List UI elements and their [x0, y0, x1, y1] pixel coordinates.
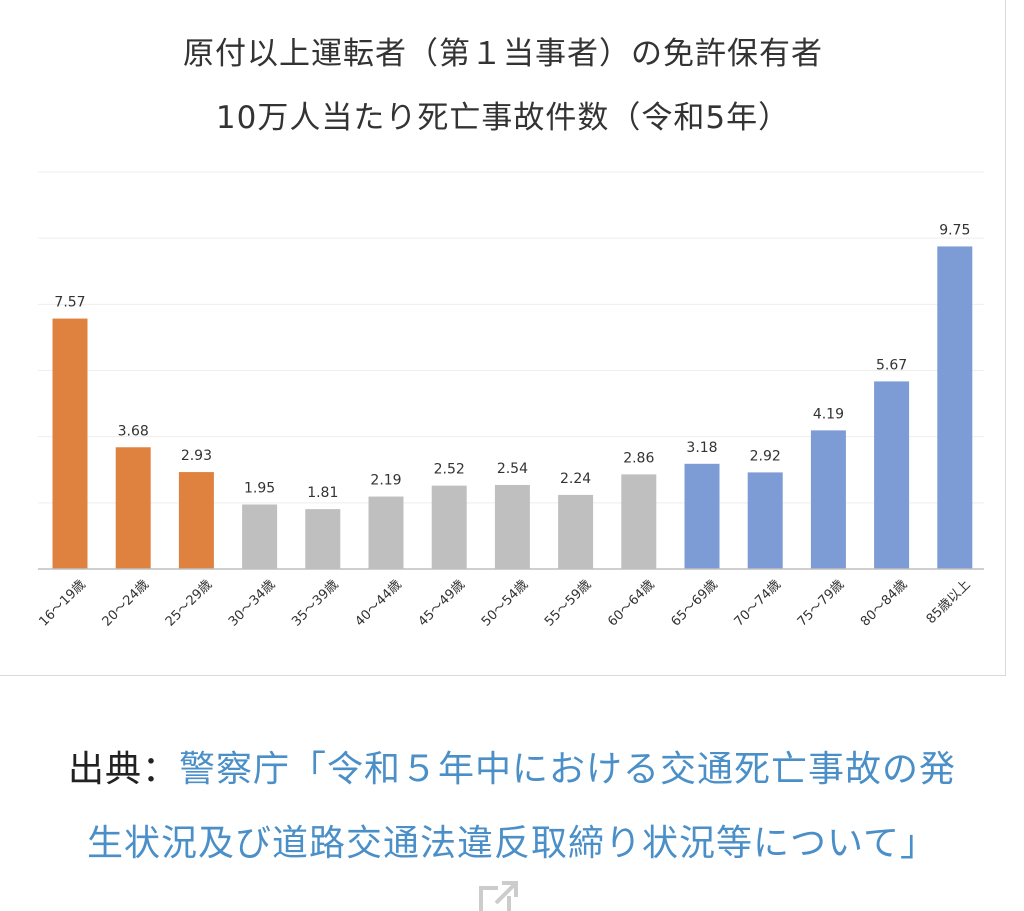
external-link-icon[interactable] [478, 878, 522, 911]
source-line-2: 生状況及び道路交通法違反取締り状況等について」 [0, 807, 1024, 881]
source-line-1: 出典：警察庁「令和５年中における交通死亡事故の発 [0, 733, 1024, 807]
data-label-3: 1.95 [244, 480, 275, 496]
bar-8 [558, 494, 594, 569]
data-labels: 7.57 3.68 2.93 1.95 1.81 2.19 2.52 2.54 2.24 2.86… [54, 222, 970, 501]
bar-6 [431, 485, 467, 569]
x-tick-label-7: 50～54歳 [479, 577, 531, 629]
x-tick-labels: 16～19歳 20～24歳 25～29歳 30～34歳 35～39歳 40～44歳 45～4… [36, 577, 973, 629]
bar-12 [810, 430, 846, 569]
x-tick-label-10: 65～69歳 [668, 577, 720, 629]
bar-5 [368, 496, 404, 569]
x-tick-label-11: 70～74歳 [732, 577, 784, 629]
data-label-0: 7.57 [54, 295, 85, 311]
bar-13 [874, 381, 910, 569]
bar-4 [305, 509, 341, 569]
x-tick-label-5: 40～44歳 [352, 577, 404, 629]
data-label-13: 5.67 [876, 357, 907, 373]
data-label-12: 4.19 [813, 406, 844, 422]
bar-1 [115, 447, 151, 569]
x-tick-label-6: 45～49歳 [416, 577, 468, 629]
bars [52, 246, 973, 569]
x-tick-label-12: 75～79歳 [795, 577, 847, 629]
data-label-11: 2.92 [750, 448, 781, 464]
x-tick-label-4: 35～39歳 [289, 577, 341, 629]
data-label-1: 3.68 [118, 423, 149, 439]
data-label-8: 2.24 [560, 471, 591, 487]
x-tick-label-1: 20～24歳 [100, 577, 152, 629]
bar-3 [242, 504, 278, 569]
x-tick-label-2: 25～29歳 [163, 577, 215, 629]
x-tick-label-3: 30～34歳 [226, 577, 278, 629]
x-tick-label-0: 16～19歳 [36, 577, 88, 629]
bar-9 [621, 474, 657, 569]
data-label-7: 2.54 [497, 461, 528, 477]
source-prefix: 出典： [67, 749, 179, 790]
data-label-2: 2.93 [181, 448, 212, 464]
source-link-part-2[interactable]: 生状況及び道路交通法違反取締り状況等について」 [87, 823, 937, 864]
bar-chart: 7.57 3.68 2.93 1.95 1.81 2.19 2.52 2.54 2.24 2.86… [36, 171, 984, 630]
chart-title-line-1: 原付以上運転者（第１当事者）の免許保有者 [183, 36, 823, 72]
x-tick-label-13: 80～84歳 [858, 577, 910, 629]
data-label-6: 2.52 [434, 462, 465, 478]
bar-0 [52, 318, 88, 569]
x-tick-label-14: 85歳以上 [924, 577, 974, 627]
bar-11 [747, 472, 783, 569]
data-label-9: 2.86 [623, 450, 654, 466]
bar-2 [178, 472, 214, 569]
data-label-4: 1.81 [307, 485, 338, 501]
chart-frame: 原付以上運転者（第１当事者）の免許保有者 10万人当たり死亡事故件数（令和5年）… [0, 0, 1006, 676]
bar-14 [937, 246, 973, 569]
bar-10 [684, 463, 720, 569]
data-label-5: 2.19 [370, 473, 401, 489]
x-tick-label-9: 60～64歳 [605, 577, 657, 629]
data-label-14: 9.75 [939, 222, 970, 238]
data-label-10: 3.18 [686, 440, 717, 456]
x-tick-label-8: 55～59歳 [542, 577, 594, 629]
bar-7 [494, 484, 530, 569]
source-link-part-1[interactable]: 警察庁「令和５年中における交通死亡事故の発 [179, 749, 957, 790]
chart-title-line-2: 10万人当たり死亡事故件数（令和5年） [215, 100, 791, 136]
